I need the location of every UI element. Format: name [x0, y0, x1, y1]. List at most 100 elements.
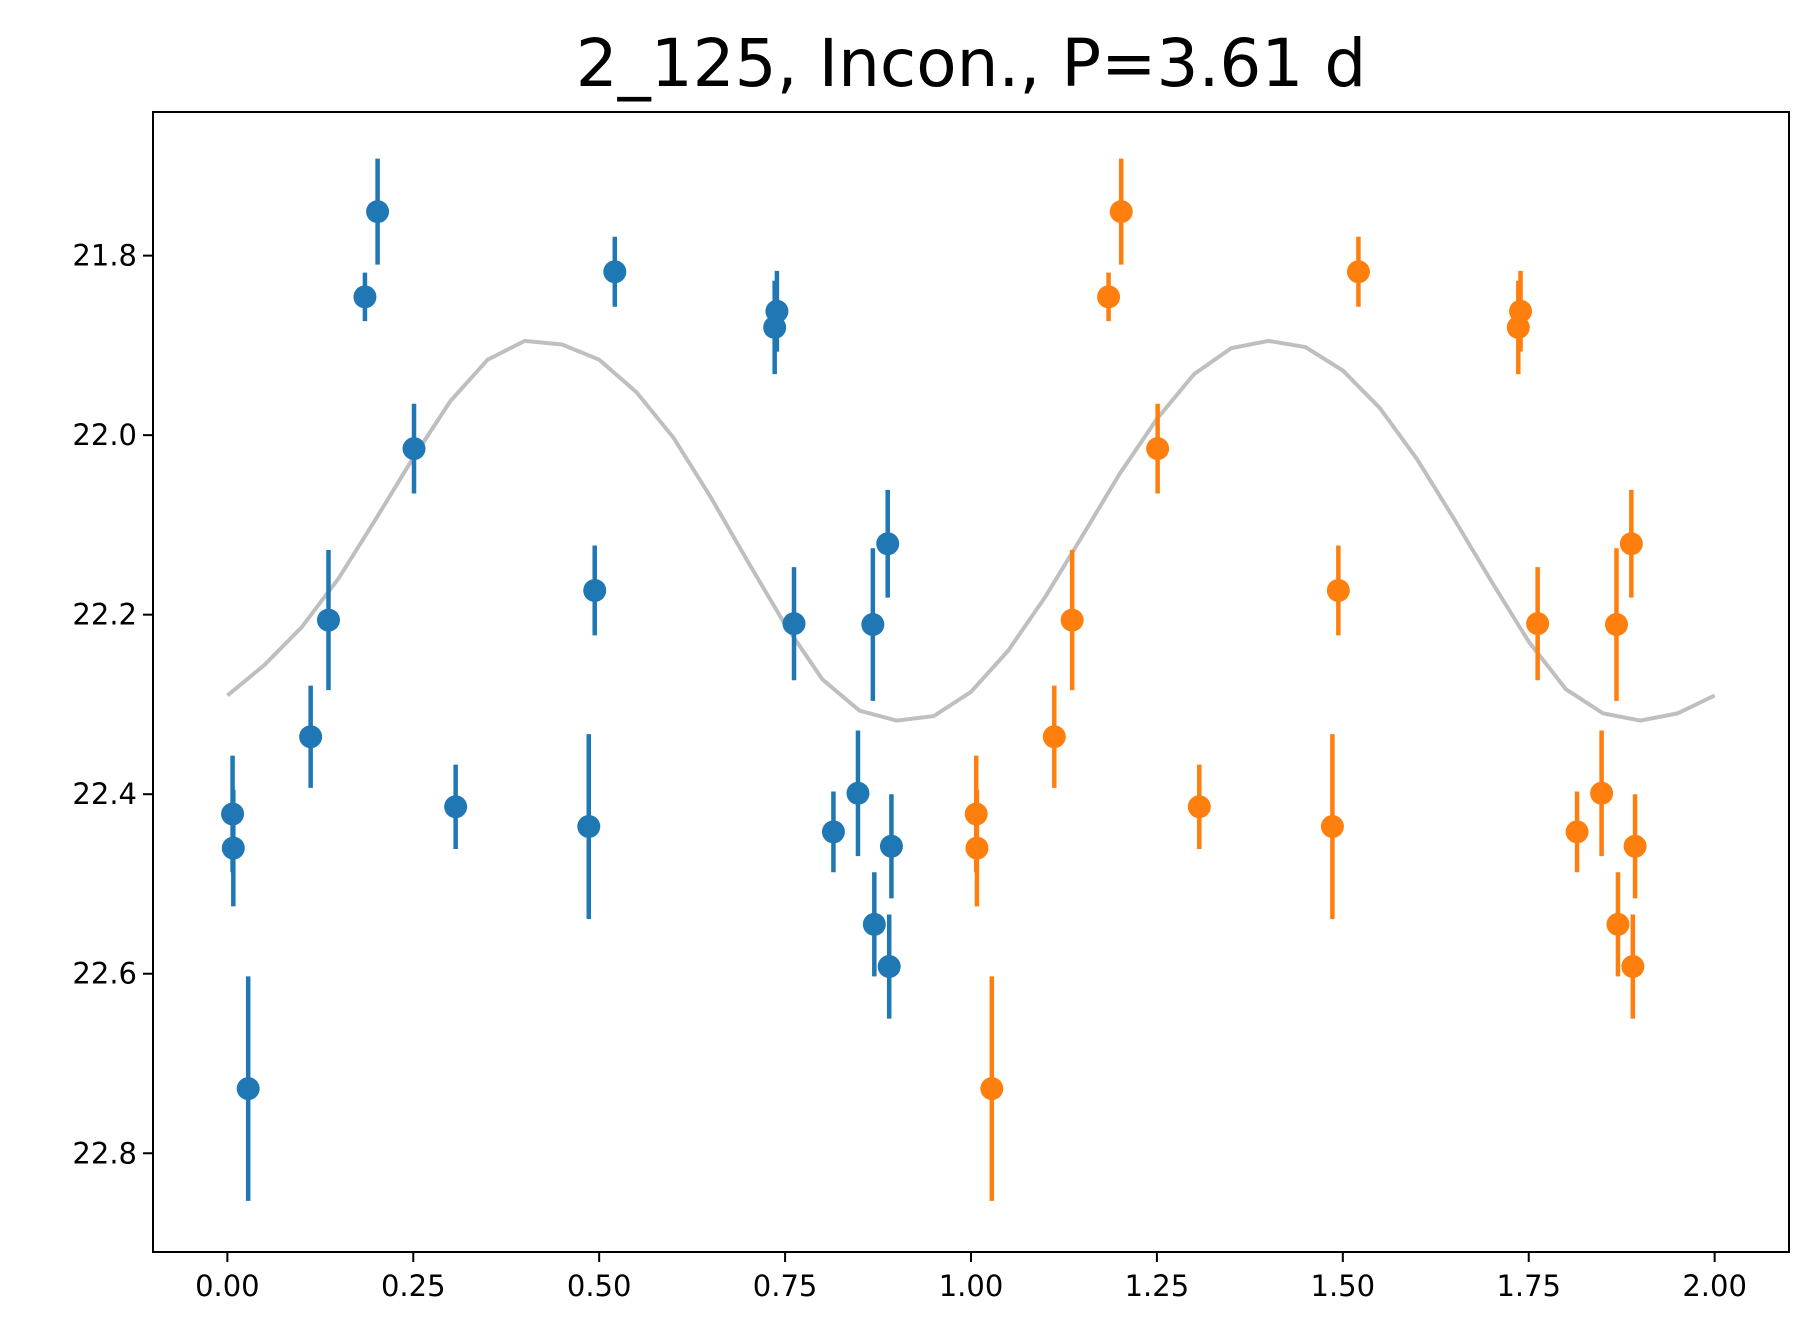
y-tick-label: 22.0: [72, 418, 137, 452]
data-point: [1526, 612, 1550, 636]
data-point: [1060, 608, 1084, 632]
point-second-cycle-19: [1619, 489, 1643, 598]
point-first-cycle-7: [402, 403, 426, 494]
x-tick-label: 0.25: [381, 1269, 446, 1303]
y-tick-label: 22.6: [72, 957, 137, 991]
y-tick-label: 22.2: [72, 598, 137, 632]
model-curve: [226, 338, 1716, 723]
data-point: [1326, 578, 1350, 602]
data-point: [980, 1077, 1004, 1101]
data-point: [876, 532, 900, 556]
point-second-cycle-4: [1060, 550, 1084, 691]
point-second-cycle-13: [1509, 270, 1533, 352]
x-tick-label: 1.00: [939, 1269, 1004, 1303]
point-first-cycle-16: [846, 730, 870, 857]
point-second-cycle-2: [980, 976, 1004, 1201]
data-point: [1606, 912, 1630, 936]
point-first-cycle-10: [583, 545, 607, 636]
y-axis: 21.8 22.0 22.2 22.4 22.6 22.8: [72, 239, 153, 1170]
point-first-cycle-2: [236, 976, 260, 1201]
data-point: [1509, 299, 1533, 323]
point-second-cycle-17: [1604, 548, 1628, 701]
data-point: [221, 836, 245, 860]
data-point: [862, 912, 886, 936]
point-first-cycle-1: [221, 789, 245, 907]
point-second-cycle-5: [1097, 272, 1121, 322]
point-second-cycle-10: [1326, 545, 1350, 636]
point-first-cycle-19: [876, 489, 900, 598]
data-point: [1621, 955, 1645, 979]
point-first-cycle-15: [821, 791, 845, 873]
data-point: [316, 608, 340, 632]
x-tick-label: 0.50: [567, 1269, 632, 1303]
data-point: [444, 795, 468, 819]
point-second-cycle-11: [1346, 236, 1370, 307]
data-point: [861, 613, 885, 637]
point-first-cycle-3: [299, 685, 323, 788]
y-tick-label: 22.8: [72, 1136, 137, 1170]
data-point: [402, 437, 426, 461]
data-point: [821, 820, 845, 844]
data-point: [1623, 834, 1647, 858]
point-second-cycle-3: [1042, 685, 1066, 788]
data-point: [1619, 532, 1643, 556]
data-point: [577, 815, 601, 839]
data-point: [1320, 815, 1344, 839]
x-tick-label: 1.50: [1311, 1269, 1376, 1303]
x-tick-label: 2.00: [1682, 1269, 1747, 1303]
point-first-cycle-4: [316, 550, 340, 691]
data-point: [765, 299, 789, 323]
x-tick-label: 1.25: [1125, 1269, 1190, 1303]
point-first-cycle-9: [577, 734, 601, 919]
data-point: [353, 285, 377, 309]
point-first-cycle-13: [765, 270, 789, 352]
data-point: [236, 1077, 260, 1101]
data-point: [1604, 613, 1628, 637]
y-tick-label: 21.8: [72, 239, 137, 273]
point-second-cycle-9: [1320, 734, 1344, 919]
point-first-cycle-6: [366, 158, 390, 265]
data-point: [583, 578, 607, 602]
y-tick-label: 22.4: [72, 777, 137, 811]
point-second-cycle-16: [1590, 730, 1614, 857]
point-second-cycle-20: [1621, 914, 1645, 1019]
point-first-cycle-18: [862, 872, 886, 977]
data-point: [965, 836, 989, 860]
point-second-cycle-6: [1109, 158, 1133, 265]
data-point: [1097, 285, 1121, 309]
x-tick-label: 1.75: [1496, 1269, 1561, 1303]
points-layer: [221, 158, 1647, 1201]
model-layer: [226, 338, 1716, 723]
point-second-cycle-8: [1187, 764, 1211, 849]
x-tick-label: 0.75: [753, 1269, 818, 1303]
point-first-cycle-17: [861, 548, 885, 701]
x-tick-label: 0.00: [195, 1269, 260, 1303]
point-first-cycle-20: [877, 914, 901, 1019]
data-point: [879, 834, 903, 858]
data-point: [1042, 725, 1066, 749]
data-point: [1590, 781, 1614, 805]
data-point: [1346, 260, 1370, 284]
point-second-cycle-1: [965, 789, 989, 907]
point-first-cycle-8: [444, 764, 468, 849]
x-axis: 0.00 0.25 0.50 0.75 1.00 1.25 1.50 1.75 2.00: [195, 1252, 1747, 1303]
point-first-cycle-11: [603, 236, 627, 307]
point-first-cycle-14: [782, 567, 806, 681]
point-second-cycle-18: [1606, 872, 1630, 977]
chart-title: 2_125, Incon., P=3.61 d: [576, 25, 1367, 102]
point-first-cycle-21: [879, 794, 903, 899]
data-point: [846, 781, 870, 805]
data-point: [1146, 437, 1170, 461]
point-second-cycle-14: [1526, 567, 1550, 681]
data-point: [1187, 795, 1211, 819]
point-first-cycle-5: [353, 272, 377, 322]
point-second-cycle-15: [1565, 791, 1589, 873]
data-point: [877, 955, 901, 979]
data-point: [603, 260, 627, 284]
data-point: [1565, 820, 1589, 844]
data-point: [299, 725, 323, 749]
data-point: [1109, 200, 1133, 224]
data-point: [366, 200, 390, 224]
